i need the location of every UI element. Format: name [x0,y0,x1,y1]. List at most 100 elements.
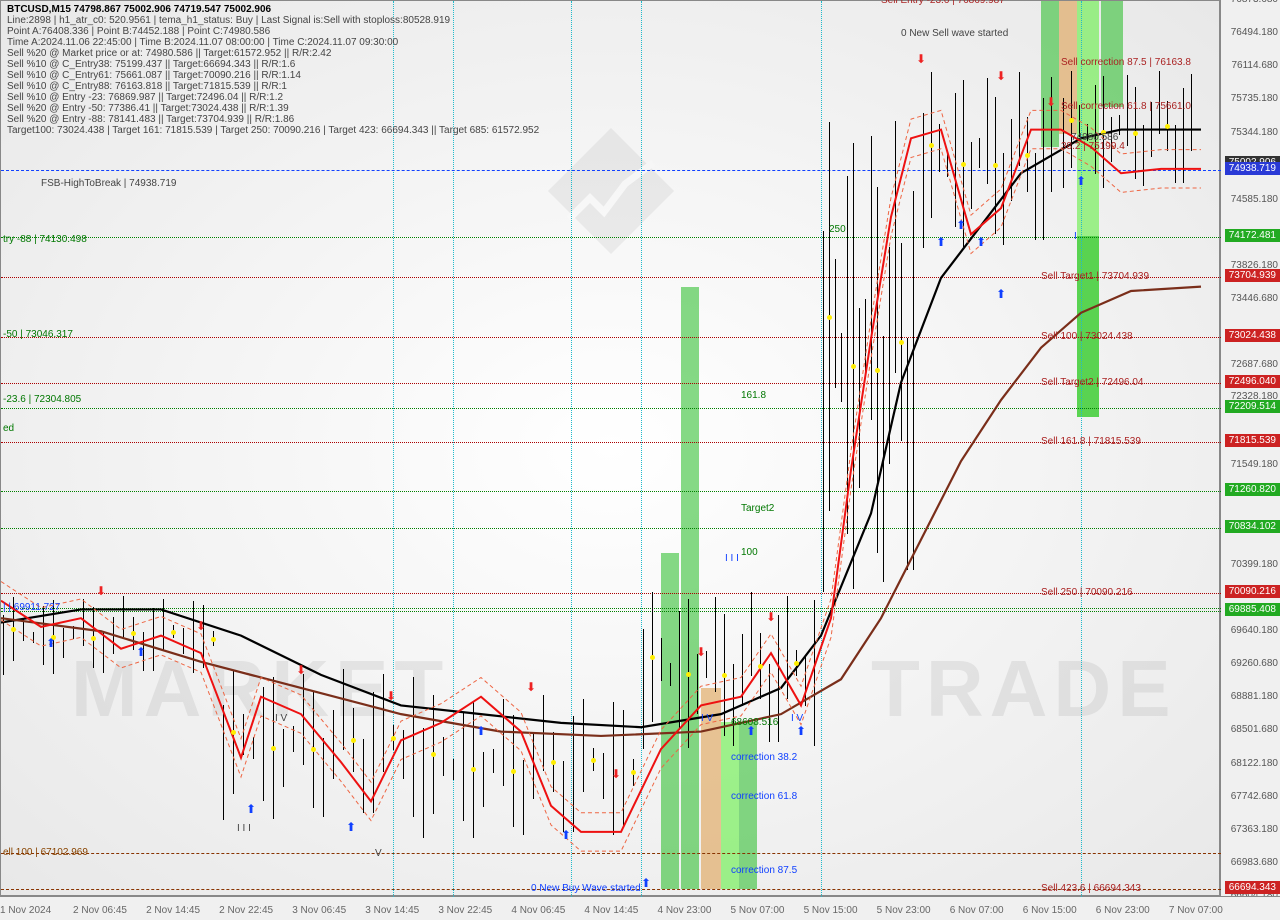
marker-dot [1165,124,1170,129]
chart-annotation: I [1074,231,1077,242]
marker-dot [929,143,934,148]
candle-bar [715,597,716,692]
price-tag: 66694.343 [1225,881,1280,894]
zone-bar [1101,1,1123,107]
x-tick: 3 Nov 06:45 [292,905,346,916]
marker-dot [391,736,396,741]
marker-dot [1069,118,1074,123]
signal-arrow-up: ⬆ [976,235,986,249]
signal-arrow-down: ⬇ [196,619,206,633]
marker-dot [311,747,316,752]
marker-dot [899,340,904,345]
marker-dot [1025,153,1030,158]
chart-annotation: Sell correction 61.8 | 75661.0 [1061,101,1191,112]
marker-dot [211,637,216,642]
signal-arrow-down: ⬇ [526,680,536,694]
chart-annotation: Sell Entry -23.6 | 76869.987 [881,0,1005,6]
y-tick: 74585.180 [1231,194,1278,205]
candle-bar [1019,72,1020,166]
chart-annotation: I V [275,713,287,724]
horizontal-level [1,442,1221,443]
signal-arrow-down: ⬇ [386,689,396,703]
watermark-logo [541,121,681,261]
x-tick: 3 Nov 14:45 [365,905,419,916]
marker-dot [271,746,276,751]
chart-annotation: 68608.516 [731,717,778,728]
y-tick: 67363.180 [1231,824,1278,835]
info-line: Time A:2024.11.06 22:45:00 | Time B:2024… [7,37,539,48]
candle-bar [113,617,114,653]
candle-bar [443,737,444,776]
candle-bar [243,714,244,755]
x-tick: 2 Nov 22:45 [219,905,273,916]
y-axis: 76873.68076494.18076114.68075735.1807534… [1220,0,1280,896]
candle-bar [163,599,164,650]
marker-dot [431,752,436,757]
candle-bar [23,619,24,640]
candle-bar [1043,98,1044,240]
marker-dot [961,162,966,167]
price-tag: 71815.539 [1225,434,1280,447]
vertical-marker [571,1,572,897]
marker-dot [722,673,727,678]
zone-bar [739,722,757,888]
info-line: Sell %20 @ Entry -88: 78141.483 || Targe… [7,114,539,125]
horizontal-level [1,170,1221,171]
candle-bar [373,692,374,813]
x-tick: 3 Nov 22:45 [438,905,492,916]
marker-dot [471,767,476,772]
info-line: Sell %10 @ C_Entry38: 75199.437 || Targe… [7,59,539,70]
candle-bar [103,632,104,673]
candle-bar [1011,119,1012,200]
x-axis: 1 Nov 20242 Nov 06:452 Nov 14:452 Nov 22… [0,896,1280,920]
x-tick: 5 Nov 07:00 [731,905,785,916]
candle-bar [423,728,424,838]
chart-area[interactable]: MARKET TRADE BTCUSD,M15 74798.867 75002.… [0,0,1220,896]
candle-bar [563,761,564,832]
candle-bar [889,247,890,464]
marker-dot [551,760,556,765]
chart-title: BTCUSD,M15 74798.867 75002.906 74719.547… [7,4,539,15]
signal-arrow-down: ⬇ [696,645,706,659]
horizontal-level [1,491,1221,492]
left-edge-label: -23.6 | 72304.805 [3,394,81,405]
candle-bar [871,136,872,420]
info-line: Sell %10 @ C_Entry88: 76163.818 || Targe… [7,81,539,92]
marker-dot [11,627,16,632]
marker-dot [827,315,832,320]
signal-arrow-down: ⬇ [766,610,776,624]
candle-bar [253,737,254,759]
signal-arrow-down: ⬇ [996,69,1006,83]
candle-bar [643,629,644,749]
y-tick: 71549.180 [1231,459,1278,470]
candle-bar [83,599,84,646]
candle-bar [463,712,464,821]
x-tick: 7 Nov 07:00 [1169,905,1223,916]
signal-arrow-up: ⬆ [796,724,806,738]
candle-bar [706,651,707,677]
signal-arrow-up: ⬆ [1076,174,1086,188]
zone-bar [721,722,739,888]
candle-bar [403,730,404,779]
horizontal-level [1,853,1221,854]
marker-dot [650,655,655,660]
vertical-marker [821,1,822,897]
horizontal-level [1,608,1221,609]
price-tag: 73024.438 [1225,329,1280,342]
x-tick: 2 Nov 06:45 [73,905,127,916]
candle-bar [787,596,788,698]
x-tick: 4 Nov 23:00 [657,905,711,916]
candle-bar [333,710,334,779]
chart-annotation: 250 [829,224,846,235]
candle-bar [383,674,384,772]
candle-bar [573,716,574,832]
chart-annotation: 161.8 [741,390,766,401]
candle-bar [923,113,924,248]
zone-bar [681,287,699,889]
candle-bar [493,749,494,773]
chart-annotation: Sell 250 | 70090.216 [1041,587,1133,598]
candle-bar [733,664,734,746]
marker-dot [171,630,176,635]
y-tick: 76494.180 [1231,27,1278,38]
info-line: Sell %10 @ Entry -23: 76869.987 || Targe… [7,92,539,103]
